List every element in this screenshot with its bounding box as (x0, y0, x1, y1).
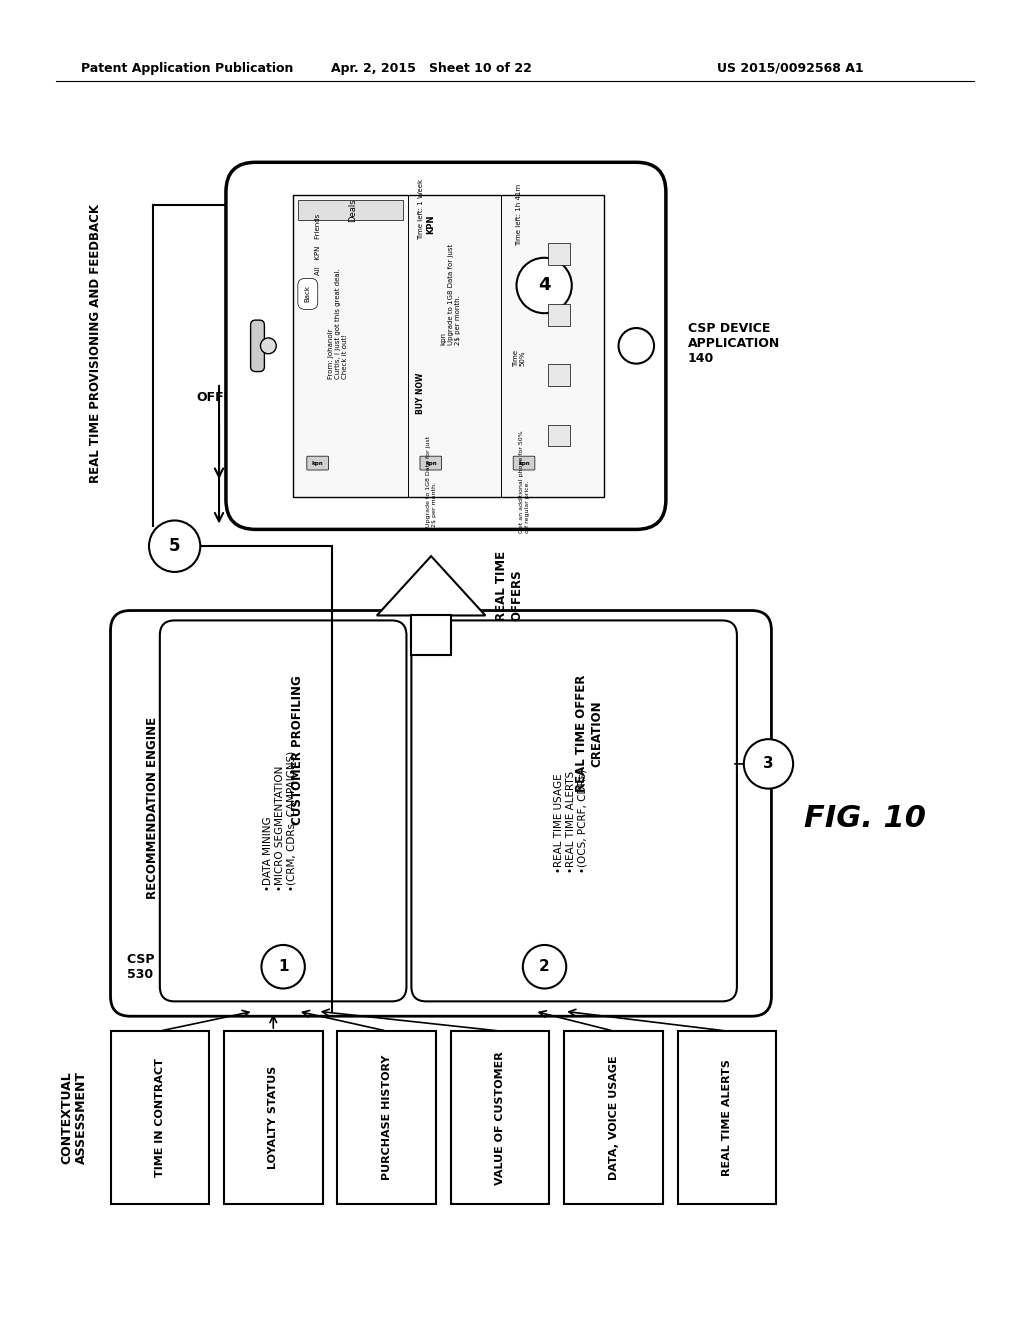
Text: 3: 3 (763, 756, 774, 771)
Polygon shape (377, 556, 485, 615)
Text: •DATA MINING
•MICRO SEGMENTATION
•(CRM, CDRs, CAMPAIGNS): •DATA MINING •MICRO SEGMENTATION •(CRM, … (263, 751, 297, 891)
Text: 5: 5 (169, 537, 180, 556)
Text: CONTEXTUAL
ASSESSMENT: CONTEXTUAL ASSESSMENT (60, 1071, 88, 1164)
Text: CSP DEVICE
APPLICATION
140: CSP DEVICE APPLICATION 140 (687, 322, 780, 364)
Text: RECOMMENDATION ENGINE: RECOMMENDATION ENGINE (146, 717, 160, 899)
Text: Get an additional phone for 50%
off regular price.: Get an additional phone for 50% off regu… (519, 430, 529, 533)
FancyBboxPatch shape (513, 457, 535, 470)
FancyBboxPatch shape (548, 304, 569, 326)
FancyBboxPatch shape (251, 321, 264, 371)
Text: TIME IN CONTRACT: TIME IN CONTRACT (155, 1059, 165, 1177)
Text: 4: 4 (538, 276, 551, 294)
Text: kpn
Upgrade to 1G8 Data for just
2$ per month.: kpn Upgrade to 1G8 Data for just 2$ per … (440, 243, 461, 345)
Text: PURCHASE HISTORY: PURCHASE HISTORY (382, 1055, 392, 1180)
Text: CUSTOMER PROFILING: CUSTOMER PROFILING (292, 675, 304, 825)
Polygon shape (412, 615, 451, 655)
Text: LOYALTY STATUS: LOYALTY STATUS (268, 1067, 279, 1170)
Text: FIG. 10: FIG. 10 (804, 804, 926, 833)
Text: US 2015/0092568 A1: US 2015/0092568 A1 (717, 62, 864, 75)
Text: Apr. 2, 2015   Sheet 10 of 22: Apr. 2, 2015 Sheet 10 of 22 (331, 62, 531, 75)
Text: REAL TIME OFFER
CREATION: REAL TIME OFFER CREATION (574, 675, 603, 792)
Text: REAL TIME ALERTS: REAL TIME ALERTS (722, 1059, 732, 1176)
Text: kpn: kpn (312, 461, 324, 466)
Text: Patent Application Publication: Patent Application Publication (81, 62, 293, 75)
Text: Time left: 1h 41m: Time left: 1h 41m (516, 183, 522, 246)
Text: Time
50%: Time 50% (513, 350, 525, 367)
Text: CSP SYSTEM
530: CSP SYSTEM 530 (127, 953, 216, 981)
Text: 2: 2 (540, 960, 550, 974)
Text: VALUE OF CUSTOMER: VALUE OF CUSTOMER (496, 1051, 505, 1184)
Text: kpn: kpn (425, 461, 436, 466)
FancyBboxPatch shape (451, 1031, 550, 1204)
Text: Deals: Deals (348, 198, 357, 222)
FancyBboxPatch shape (337, 1031, 436, 1204)
Text: From: Johanolr
Curtis, I just got this great deal.
Check it out!: From: Johanolr Curtis, I just got this g… (328, 268, 347, 379)
Text: 1: 1 (278, 960, 289, 974)
Text: All   KPN   Friends: All KPN Friends (314, 214, 321, 275)
FancyBboxPatch shape (226, 162, 666, 529)
Text: kpn: kpn (518, 461, 529, 466)
Circle shape (260, 338, 276, 354)
Text: •REAL TIME USAGE
•REAL TIME ALERTS
•(OCS, PCRF, CDRs): •REAL TIME USAGE •REAL TIME ALERTS •(OCS… (554, 768, 588, 873)
Text: BUY NOW: BUY NOW (417, 372, 425, 413)
FancyBboxPatch shape (293, 195, 604, 496)
Text: KPN: KPN (426, 215, 435, 235)
Text: REAL TIME PROVISIONING AND FEEDBACK: REAL TIME PROVISIONING AND FEEDBACK (89, 203, 102, 483)
Circle shape (261, 945, 305, 989)
FancyBboxPatch shape (298, 199, 403, 219)
FancyBboxPatch shape (420, 457, 441, 470)
Text: DATA, VOICE USAGE: DATA, VOICE USAGE (608, 1055, 618, 1180)
FancyBboxPatch shape (548, 243, 569, 265)
Circle shape (743, 739, 794, 788)
FancyBboxPatch shape (548, 364, 569, 385)
Text: OFFER: OFFER (197, 391, 242, 404)
FancyBboxPatch shape (564, 1031, 663, 1204)
Text: Upgrade to 1G8 Data for just
2$ per month.: Upgrade to 1G8 Data for just 2$ per mont… (426, 437, 436, 528)
FancyBboxPatch shape (307, 457, 329, 470)
FancyBboxPatch shape (548, 425, 569, 446)
FancyBboxPatch shape (678, 1031, 776, 1204)
Circle shape (148, 520, 201, 572)
Text: Time left: 1 Week: Time left: 1 Week (418, 180, 424, 240)
Text: Back: Back (305, 285, 311, 302)
Circle shape (523, 945, 566, 989)
Circle shape (516, 257, 571, 313)
Text: REAL TIME
OFFERS: REAL TIME OFFERS (496, 550, 523, 620)
FancyBboxPatch shape (160, 620, 407, 1002)
Circle shape (618, 329, 654, 363)
FancyBboxPatch shape (224, 1031, 323, 1204)
FancyBboxPatch shape (412, 620, 737, 1002)
FancyBboxPatch shape (111, 611, 771, 1016)
FancyBboxPatch shape (111, 1031, 209, 1204)
